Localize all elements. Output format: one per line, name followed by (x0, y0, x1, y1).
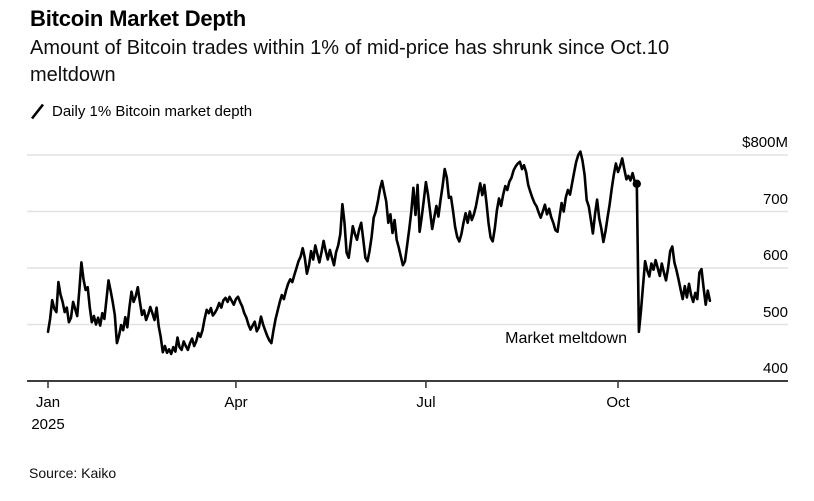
meltdown-point-marker (632, 179, 641, 188)
market-depth-line (46, 150, 712, 356)
x-axis-label-apr: Apr (224, 394, 248, 411)
chart-subtitle-line-1: Amount of Bitcoin trades within 1% of mi… (30, 37, 670, 59)
y-axis-label-500: 500 (762, 304, 788, 321)
chart-subtitle: Amount of Bitcoin trades within 1% of mi… (30, 35, 800, 89)
line-series-icon (30, 103, 45, 120)
annotation-market-meltdown: Market meltdown (505, 330, 627, 347)
x-axis-year-label: 2025 (31, 416, 65, 433)
chart-title: Bitcoin Market Depth (30, 6, 247, 31)
y-axis-label-800: $800M (742, 134, 788, 151)
legend-label: Daily 1% Bitcoin market depth (52, 103, 253, 120)
y-axis-label-700: 700 (762, 191, 788, 208)
x-axis-label-oct: Oct (606, 394, 630, 411)
chart-area: $800M 700 600 500 400 Jan Apr Jul Oct 20… (0, 130, 814, 450)
x-axis-label-jul: Jul (416, 394, 436, 411)
line-chart-plot (27, 150, 788, 388)
chart-subtitle-line-2: meltdown (30, 64, 116, 86)
y-axis-label-600: 600 (762, 247, 788, 264)
legend: Daily 1% Bitcoin market depth (30, 103, 252, 120)
x-axis-label-jan: Jan (35, 394, 61, 411)
source-credit: Source: Kaiko (29, 465, 117, 481)
y-axis-label-400: 400 (762, 360, 788, 377)
